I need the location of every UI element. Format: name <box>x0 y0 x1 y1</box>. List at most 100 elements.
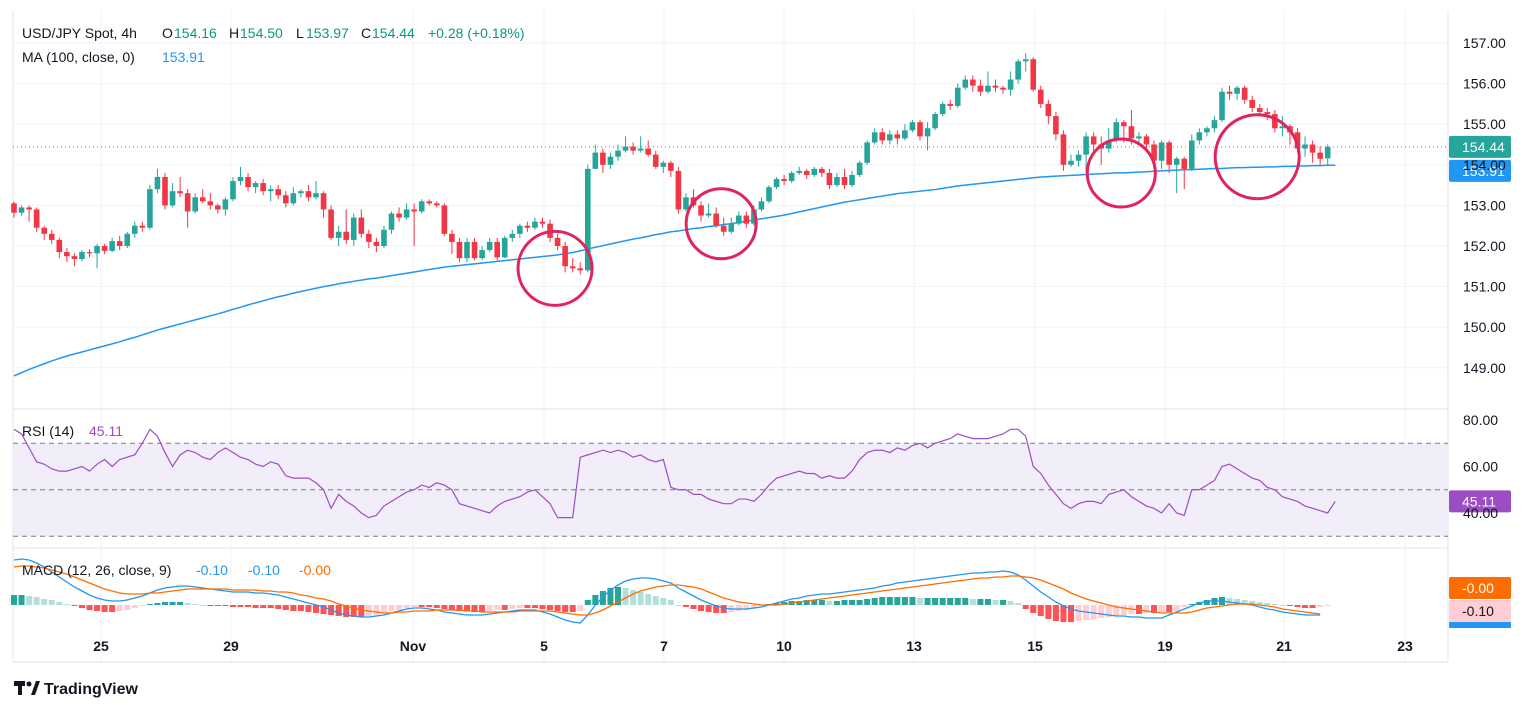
candle <box>864 140 870 165</box>
candle-body <box>970 79 976 86</box>
macd-histogram-bar <box>992 600 999 605</box>
time-axis-tick: 25 <box>93 638 109 654</box>
candle-body <box>909 122 916 131</box>
macd-histogram-bar <box>864 599 871 605</box>
tradingview-logo[interactable]: TradingView <box>14 681 139 698</box>
candle-body <box>456 241 463 259</box>
candle-body <box>698 205 704 216</box>
candle-body <box>577 268 584 271</box>
candle <box>64 248 70 263</box>
candle-body <box>64 252 70 257</box>
candle <box>124 231 131 249</box>
candle-body <box>124 233 131 246</box>
macd-histogram-bar <box>615 587 621 605</box>
macd-histogram-bar <box>41 599 48 605</box>
candle-body <box>1068 160 1074 165</box>
macd-histogram-bar <box>1000 600 1007 605</box>
rsi-legend-label[interactable]: RSI (14) <box>22 423 74 439</box>
macd-histogram-bar <box>1143 605 1150 613</box>
macd-signal-badge <box>1449 600 1511 622</box>
macd-histogram-bar <box>667 600 674 605</box>
macd-histogram-bar <box>539 605 546 609</box>
macd-histogram-bar <box>109 605 116 612</box>
candle-body <box>1256 107 1263 113</box>
macd-histogram-bar <box>1045 605 1052 619</box>
candle-body <box>841 176 848 186</box>
candle-body <box>1234 87 1240 94</box>
candle-body <box>116 241 123 246</box>
macd-histogram-bar <box>743 605 750 610</box>
macd-histogram-bar <box>871 598 878 605</box>
macd-histogram-bar <box>1075 605 1082 621</box>
candle <box>426 199 433 206</box>
candle <box>1173 156 1180 194</box>
candle-body <box>1272 114 1278 129</box>
candle-body <box>71 256 78 259</box>
macd-histogram-bar <box>388 605 395 611</box>
candle-body <box>245 176 251 188</box>
macd-histogram-bar <box>894 597 901 605</box>
macd-histogram-bar <box>698 605 705 611</box>
last-price-layer: 154.44 153.91 <box>13 135 1511 182</box>
macd-legend-signal-value: -0.10 <box>248 562 280 578</box>
macd-histogram-bar <box>177 602 184 605</box>
candle <box>985 71 991 94</box>
macd-hist-badge-label: -0.00 <box>1462 580 1494 596</box>
candle <box>434 201 440 208</box>
macd-histogram-bar <box>1309 605 1316 608</box>
candle <box>328 205 334 240</box>
macd-histogram-bar <box>282 605 289 610</box>
macd-layer: -0.00 -0.10 <box>11 558 1511 628</box>
candle-body <box>1151 144 1157 161</box>
candle <box>1241 85 1248 104</box>
candle-body <box>675 170 682 210</box>
candle-body <box>1015 61 1021 80</box>
candle <box>1060 130 1067 171</box>
macd-histogram-bar <box>645 594 652 605</box>
candle <box>834 172 840 188</box>
candle-body <box>849 174 855 186</box>
candle <box>199 189 206 204</box>
macd-histogram-bar <box>275 605 282 609</box>
macd-histogram-bar <box>1007 601 1014 605</box>
candle <box>577 262 584 275</box>
candle <box>1249 95 1255 113</box>
candle-body <box>637 148 644 151</box>
candle-body <box>871 132 878 143</box>
time-axis-tick: 15 <box>1027 638 1043 654</box>
candle <box>962 75 969 90</box>
candle-body <box>464 241 470 259</box>
macd-histogram-bar <box>71 605 78 606</box>
candle <box>841 168 848 190</box>
highlight-circle <box>1085 137 1157 209</box>
macd-histogram-bar <box>577 605 584 611</box>
macd-histogram-bar <box>592 595 599 605</box>
candle-body <box>592 152 599 169</box>
candle <box>298 189 304 198</box>
candle <box>1083 132 1089 173</box>
ma100-line <box>13 164 1336 377</box>
macd-histogram-bar <box>969 599 976 605</box>
macd-histogram-bar <box>471 605 478 612</box>
macd-legend-label[interactable]: MACD (12, 26, close, 9) <box>22 562 171 578</box>
candle-body <box>645 148 651 155</box>
macd-histogram-bar <box>622 588 629 605</box>
ohlc-high-value: 154.50 <box>240 25 283 41</box>
candle <box>585 164 591 273</box>
candle-body <box>532 221 538 228</box>
candle <box>909 120 916 133</box>
macd-histogram-bar <box>486 605 493 611</box>
macd-histogram-bar <box>267 605 274 608</box>
symbol-title[interactable]: USD/JPY Spot, 4h <box>22 25 137 41</box>
candle-body <box>856 162 863 175</box>
candle-body <box>894 134 901 139</box>
macd-histogram-bar <box>131 605 138 608</box>
ma-legend-label[interactable]: MA (100, close, 0) <box>22 49 135 65</box>
candle-body <box>207 201 214 206</box>
candle <box>162 172 168 210</box>
candle <box>1279 116 1286 137</box>
macd-histogram-bar <box>547 605 554 610</box>
candle <box>1324 144 1331 167</box>
candle-body <box>11 203 17 213</box>
